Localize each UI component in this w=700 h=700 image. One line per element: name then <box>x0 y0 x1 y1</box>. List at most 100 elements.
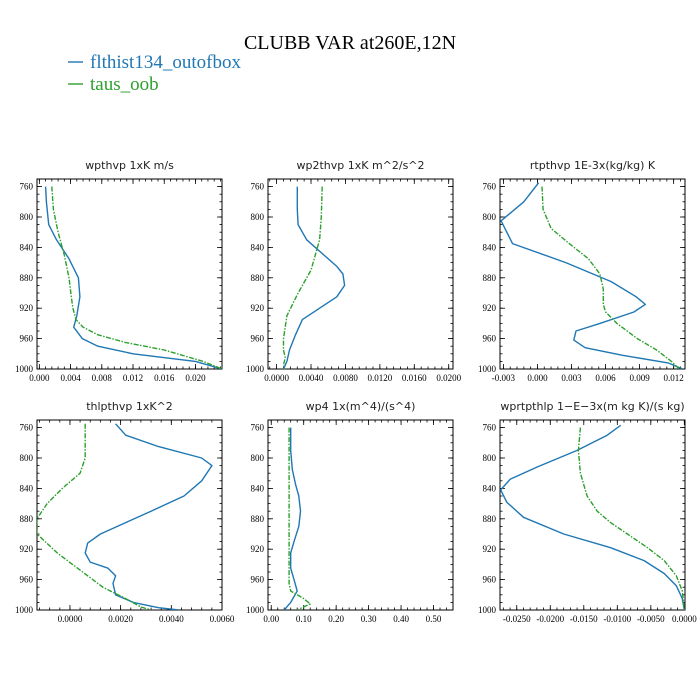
y-tick-label: 840 <box>483 242 497 252</box>
y-tick-label: 1000 <box>478 364 497 374</box>
plot-frame <box>267 178 454 370</box>
y-tick-label: 880 <box>483 273 497 283</box>
x-tick-label: 0.00 <box>263 614 279 624</box>
y-tick-label: 880 <box>20 273 34 283</box>
figure-title: CLUBB VAR at260E,12N <box>244 32 456 54</box>
series-line-taus-oob <box>51 186 222 369</box>
plot-frame <box>499 178 686 370</box>
y-tick-label: 1000 <box>478 605 497 615</box>
y-tick-label: 960 <box>251 334 265 344</box>
x-tick-label: 0.0040 <box>299 373 324 383</box>
x-tick-label: 0.0120 <box>367 373 392 383</box>
y-tick-label: 840 <box>483 483 497 493</box>
x-tick-label: 0.000 <box>29 373 50 383</box>
x-tick-label: 0.0160 <box>402 373 427 383</box>
y-tick-label: 760 <box>20 423 34 433</box>
x-tick-label: 0.10 <box>296 614 312 624</box>
x-tick-label: 0.009 <box>629 373 650 383</box>
x-tick-label: 0.0020 <box>108 614 133 624</box>
y-tick-label: 880 <box>20 514 34 524</box>
y-tick-label: 760 <box>483 423 497 433</box>
x-tick-label: -0.0250 <box>503 614 531 624</box>
series-line-flthist134-outofbox <box>500 424 685 610</box>
series-line-flthist134-outofbox <box>500 182 683 369</box>
panel-title: wp2thvp 1xK m^2/s^2 <box>296 159 424 172</box>
panel-6: wprtpthlp 1−E−3x(m kg K)/(s kg)760 800 840… <box>478 400 697 624</box>
y-tick-label: 920 <box>483 544 497 554</box>
panel-title: wpthvp 1xK m/s <box>85 159 174 172</box>
y-tick-label: 840 <box>20 483 34 493</box>
y-tick-label: 760 <box>483 182 497 192</box>
x-tick-label: 0.0200 <box>436 373 461 383</box>
plot-frame <box>36 178 223 370</box>
x-tick-label: -0.003 <box>492 373 516 383</box>
x-tick-label: -0.0100 <box>603 614 631 624</box>
x-tick-label: 0.016 <box>154 373 175 383</box>
x-tick-label: 0.40 <box>393 614 409 624</box>
x-tick-label: 0.50 <box>426 614 442 624</box>
series-line-flthist134-outofbox <box>84 423 213 610</box>
panel-2: wp2thvp 1xK m^2/s^2 760 800 840 880 920 960 100… <box>246 159 462 383</box>
series-line-taus-oob <box>541 186 680 369</box>
y-tick-label: 840 <box>20 242 34 252</box>
series-line-taus-oob <box>577 427 685 610</box>
panel-title: rtpthvp 1E-3x(kg/kg) K <box>530 159 656 172</box>
y-tick-label: 880 <box>251 273 265 283</box>
series-line-taus-oob <box>37 423 152 610</box>
y-tick-label: 800 <box>483 453 497 463</box>
x-tick-label: 0.0000 <box>672 614 697 624</box>
y-tick-label: 880 <box>483 514 497 524</box>
y-tick-label: 1000 <box>15 605 34 615</box>
y-tick-label: 760 <box>251 182 265 192</box>
y-tick-label: 840 <box>251 483 265 493</box>
series-line-taus-oob <box>288 427 311 610</box>
y-tick-label: 1000 <box>246 364 265 374</box>
plot-frame <box>267 419 454 611</box>
x-tick-label: 0.012 <box>123 373 143 383</box>
x-tick-label: 0.008 <box>92 373 113 383</box>
y-tick-label: 800 <box>20 453 34 463</box>
y-tick-label: 800 <box>251 212 265 222</box>
plot-frame <box>499 419 686 611</box>
y-tick-label: 800 <box>20 212 34 222</box>
legend-label-series-b: taus_oob <box>90 74 159 95</box>
panel-3: rtpthvp 1E-3x(kg/kg) K 760 800 840 880 920 960… <box>478 159 686 383</box>
y-tick-label: 960 <box>20 334 34 344</box>
x-tick-label: 0.012 <box>664 373 684 383</box>
x-tick-label: -0.0150 <box>570 614 598 624</box>
y-tick-label: 920 <box>20 303 34 313</box>
series-line-flthist134-outofbox <box>282 186 346 369</box>
y-tick-label: 960 <box>483 334 497 344</box>
y-tick-label: 920 <box>20 544 34 554</box>
legend: flthist134_outofbox taus_oob <box>68 52 241 95</box>
x-tick-label: -0.0200 <box>536 614 564 624</box>
x-tick-label: 0.0060 <box>210 614 235 624</box>
y-tick-label: 760 <box>251 423 265 433</box>
plot-frame <box>36 419 223 611</box>
panel-title: thlpthvp 1xK^2 <box>86 400 173 413</box>
series-line-taus-oob <box>282 186 323 369</box>
y-tick-label: 960 <box>483 575 497 585</box>
y-tick-label: 960 <box>20 575 34 585</box>
y-tick-label: 920 <box>251 544 265 554</box>
y-tick-label: 1000 <box>15 364 34 374</box>
panel-1: wpthvp 1xK m/s76080084088092096010000.00… <box>15 159 223 383</box>
series-line-flthist134-outofbox <box>283 427 302 610</box>
panel-title: wp4 1x(m^4)/(s^4) <box>306 400 416 413</box>
y-tick-label: 960 <box>251 575 265 585</box>
x-tick-label: 0.0040 <box>159 614 184 624</box>
x-tick-label: 0.0080 <box>333 373 358 383</box>
y-tick-label: 880 <box>251 514 265 524</box>
y-tick-label: 920 <box>483 303 497 313</box>
x-tick-label: -0.0050 <box>637 614 665 624</box>
x-tick-label: 0.0000 <box>264 373 289 383</box>
y-tick-label: 920 <box>251 303 265 313</box>
panel-5: wp4 1x(m^4)/(s^4)76080084088092096010000… <box>246 400 454 624</box>
panel-title: wprtpthlp 1−E−3x(m kg K)/(s kg) <box>500 400 684 413</box>
legend-label-series-a: flthist134_outofbox <box>90 52 241 73</box>
x-tick-label: 0.003 <box>561 373 582 383</box>
y-tick-label: 1000 <box>246 605 265 615</box>
x-tick-label: 0.006 <box>595 373 616 383</box>
x-tick-label: 0.020 <box>185 373 206 383</box>
